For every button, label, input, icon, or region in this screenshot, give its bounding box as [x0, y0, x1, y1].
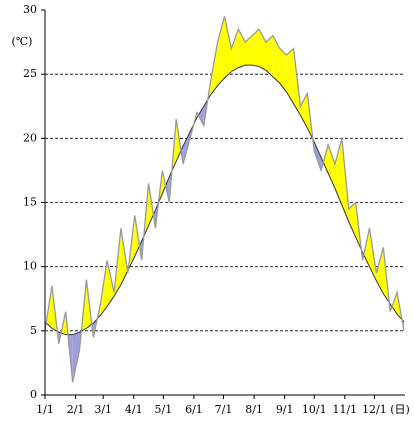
- x-tick-label: 2/1: [67, 403, 85, 416]
- fill-above: [328, 144, 335, 189]
- fill-above: [286, 48, 294, 104]
- y-tick-label: 25: [23, 67, 37, 80]
- y-tick-label: 15: [23, 196, 37, 209]
- x-tick-label: 12/1: [362, 403, 387, 416]
- y-tick-label: 10: [23, 260, 37, 273]
- y-tick-label: 30: [23, 3, 37, 16]
- fill-above: [245, 35, 253, 66]
- y-tick-label: 20: [23, 131, 37, 144]
- fill-above: [376, 247, 384, 294]
- y-tick-label: 0: [30, 388, 37, 401]
- fill-above: [107, 260, 115, 307]
- fill-above: [300, 93, 308, 129]
- x-tick-label: 11/1: [332, 403, 357, 416]
- fill-below: [72, 332, 80, 383]
- fill-below: [198, 106, 204, 126]
- x-tick-label: 6/1: [185, 403, 203, 416]
- y-unit: (℃): [12, 35, 33, 48]
- series-line: [44, 16, 405, 383]
- fill-above: [323, 144, 329, 173]
- series-line: [44, 64, 405, 336]
- x-tick-label: 1/1: [36, 403, 54, 416]
- fill-above: [252, 29, 260, 67]
- x-unit: (日): [390, 403, 410, 416]
- fill-above: [224, 16, 232, 79]
- fill-above: [279, 48, 287, 93]
- x-tick-label: 9/1: [276, 403, 294, 416]
- x-tick-label: 4/1: [125, 403, 143, 416]
- fill-below: [314, 142, 322, 171]
- x-tick-label: 8/1: [245, 403, 263, 416]
- y-tick-label: 5: [30, 324, 37, 337]
- fill-above: [334, 138, 342, 206]
- fill-above: [348, 202, 356, 238]
- fill-above: [265, 35, 273, 77]
- fill-above: [231, 29, 239, 72]
- x-tick-label: 7/1: [215, 403, 233, 416]
- x-tick-label: 3/1: [94, 403, 112, 416]
- x-tick-label: 10/1: [302, 403, 327, 416]
- x-tick-label: 5/1: [155, 403, 173, 416]
- fill-above: [272, 35, 280, 84]
- fill-above: [217, 16, 225, 86]
